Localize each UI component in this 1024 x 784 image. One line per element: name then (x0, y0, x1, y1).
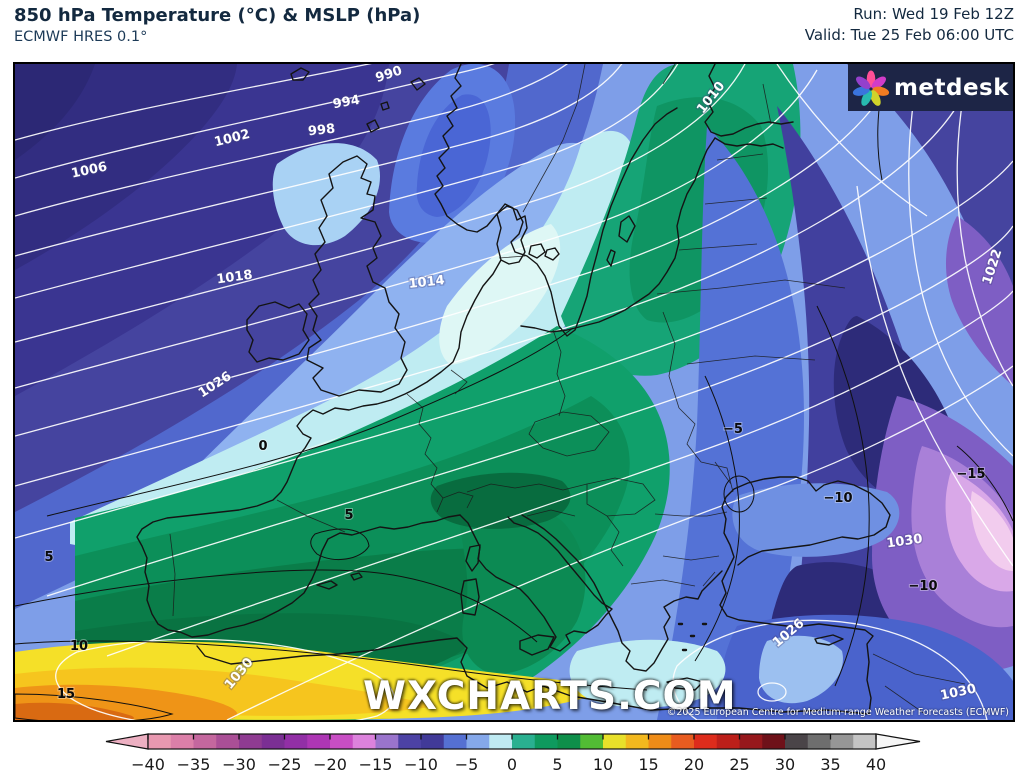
colorbar-segment (148, 734, 172, 749)
colorbar-segment (421, 734, 445, 749)
colorbar-tick-label: 20 (684, 755, 704, 774)
colorbar-segment (398, 734, 422, 749)
colorbar-segment (352, 734, 377, 749)
country-borders (169, 64, 966, 715)
colorbar-segment (853, 734, 877, 749)
colorbar-segment (239, 734, 263, 749)
colorbar-tick-label: −30 (222, 755, 256, 774)
isobar-label: 994 (332, 93, 361, 112)
coastlines (136, 64, 891, 715)
colorbar-tick-label: 5 (552, 755, 562, 774)
petal-shape (871, 75, 886, 89)
temperature-fill (15, 64, 1013, 720)
colorbar-tick-label: −20 (313, 755, 347, 774)
colorbar-segment (193, 734, 217, 749)
colorbar-tick-label: −25 (268, 755, 302, 774)
page-title: 850 hPa Temperature (°C) & MSLP (hPa) (14, 5, 421, 26)
temp-contour-label: 15 (57, 687, 75, 702)
colorbar-segment (307, 734, 331, 749)
colorbar-segment (739, 734, 763, 749)
isobar-label: 1018 (216, 268, 254, 288)
colorbar-segment (671, 734, 695, 749)
wxcharts-watermark: WXCHARTS.COM (363, 674, 737, 719)
colorbar-tick-label: −10 (404, 755, 438, 774)
run-label: Run: Wed 19 Feb 12Z (853, 5, 1014, 23)
temp-contour-label: 0 (258, 439, 267, 454)
weather-map: 990 994 998 1002 1006 1010 1014 1018 1022 1026 102… (13, 62, 1015, 722)
colorbar-segment (261, 734, 286, 749)
colorbar-tick-label: 35 (820, 755, 840, 774)
temperature-contour-lines (15, 64, 1013, 720)
copyright-notice: ©2025 European Centre for Medium-range W… (666, 707, 1009, 718)
run-valid-block: Run: Wed 19 Feb 12Z Valid: Tue 25 Feb 06… (805, 4, 1014, 46)
colorbar-segment (284, 734, 308, 749)
colorbar-segment (603, 734, 627, 749)
colorbar-segment (648, 734, 672, 749)
temp-contour-label: −10 (909, 579, 938, 594)
colorbar-segment (762, 734, 786, 749)
colorbar-segment (580, 734, 604, 749)
valid-label: Valid: Tue 25 Feb 06:00 UTC (804, 26, 1014, 44)
model-subtitle: ECMWF HRES 0.1° (14, 29, 148, 45)
colorbar-segment (534, 734, 559, 749)
metdesk-logo: metdesk (848, 64, 1013, 111)
colorbar-segment (785, 734, 809, 749)
colorbar-tick-label: 15 (638, 755, 658, 774)
colorbar-tick-label: 0 (507, 755, 517, 774)
metdesk-logo-text: metdesk (893, 74, 1010, 101)
colorbar-tick-label: 40 (866, 755, 886, 774)
colorbar-segment (216, 734, 240, 749)
colorbar-tick-label: −35 (177, 755, 211, 774)
colorbar-segment (170, 734, 195, 749)
colorbar-left-arrow (105, 733, 149, 750)
colorbar-segment (694, 734, 718, 749)
colorbar-segment (512, 734, 536, 749)
colorbar-segment (625, 734, 650, 749)
isobar-label: 1030 (886, 532, 924, 552)
colorbar-segment (375, 734, 399, 749)
colorbar-segment (557, 734, 581, 749)
temp-contour-label: 5 (44, 550, 53, 565)
colorbar-segment (330, 734, 354, 749)
isobar-label: 998 (307, 122, 336, 140)
temp-contour-label: −10 (824, 491, 853, 506)
colorbar-tick-label: 30 (775, 755, 795, 774)
colorbar-tick-label: −15 (359, 755, 393, 774)
colorbar-segment (716, 734, 741, 749)
petal-shape (855, 75, 871, 89)
colorbar-segment (830, 734, 854, 749)
colorbar-tick-label: 25 (729, 755, 749, 774)
temp-contour-label: 10 (70, 639, 88, 654)
metdesk-flower-icon (852, 70, 890, 106)
temperature-colorbar: −40 −35 −30 −25 −20 −15 −10 −5 0 5 10 15 20 25 30 35 40 (105, 733, 921, 774)
colorbar-tick-label: −40 (131, 755, 165, 774)
isobar-lines (15, 64, 1013, 720)
petal-shape (869, 89, 881, 106)
colorbar-tick-label: 10 (593, 755, 613, 774)
colorbar-segment (489, 734, 513, 749)
isobar-label: 1014 (408, 273, 446, 292)
colorbar-right-arrow (875, 733, 921, 750)
temp-contour-label: −15 (957, 467, 986, 482)
temp-contour-label: −5 (723, 422, 743, 437)
petal-shape (852, 86, 870, 96)
temp-contour-label: 5 (344, 508, 353, 523)
colorbar-tick-label: −5 (455, 755, 479, 774)
colorbar-segment (466, 734, 490, 749)
colorbar-segment (807, 734, 832, 749)
colorbar-segment (443, 734, 468, 749)
